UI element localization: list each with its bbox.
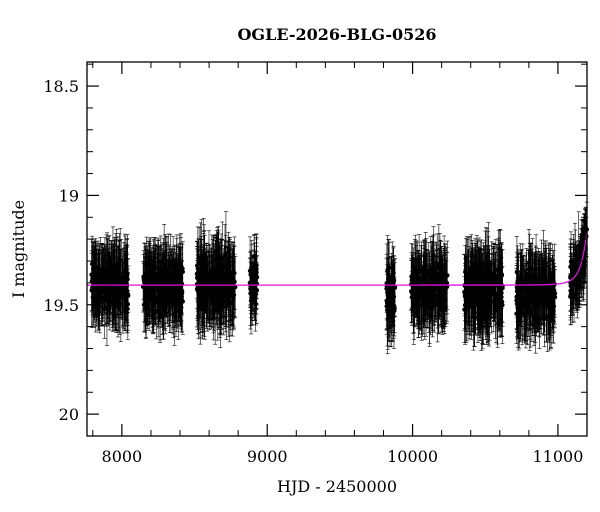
data-point: [204, 243, 209, 303]
y-tick-label: 20: [59, 405, 79, 424]
data-point: [103, 254, 108, 310]
x-tick-label: 10000: [387, 447, 438, 466]
data-point: [158, 235, 164, 288]
data-point: [124, 244, 129, 310]
y-axis-title: I magnitude: [9, 200, 28, 298]
data-point: [252, 242, 257, 302]
data-point: [93, 240, 98, 316]
data-point: [253, 256, 258, 310]
data-point: [108, 257, 113, 321]
y-tick-label: 19: [59, 186, 79, 205]
y-tick-label: 18.5: [43, 77, 79, 96]
y-tick-label: 19.5: [43, 296, 79, 315]
data-point: [247, 258, 253, 308]
data-point: [112, 243, 117, 318]
data-point: [200, 249, 206, 333]
data-point: [108, 240, 114, 310]
data-point: [150, 268, 155, 321]
data-point: [116, 261, 122, 333]
data-point: [174, 234, 180, 313]
data-point: [166, 269, 172, 317]
data-point: [168, 234, 173, 292]
data-point: [195, 240, 200, 291]
data-point: [385, 273, 391, 350]
data-point: [228, 255, 233, 322]
data-point: [156, 239, 161, 297]
data-point: [226, 262, 231, 328]
data-point: [172, 252, 178, 322]
data-point: [96, 259, 102, 324]
x-axis-title: HJD - 2450000: [277, 477, 397, 496]
data-point: [232, 253, 237, 310]
data-point: [144, 266, 149, 319]
data-point: [178, 233, 184, 310]
data-point: [198, 239, 204, 289]
data-point: [222, 253, 227, 309]
data-point: [91, 245, 97, 300]
x-tick-label: 9000: [247, 447, 288, 466]
data-point: [202, 257, 207, 337]
x-tick-label: 11000: [532, 447, 583, 466]
x-tick-label: 8000: [102, 447, 143, 466]
data-point: [196, 227, 202, 294]
data-point: [90, 241, 95, 316]
data-point: [110, 258, 115, 332]
data-point: [170, 254, 175, 307]
data-points: [89, 201, 590, 355]
chart-title: OGLE-2026-BLG-0526: [237, 25, 436, 44]
data-point: [219, 238, 225, 308]
